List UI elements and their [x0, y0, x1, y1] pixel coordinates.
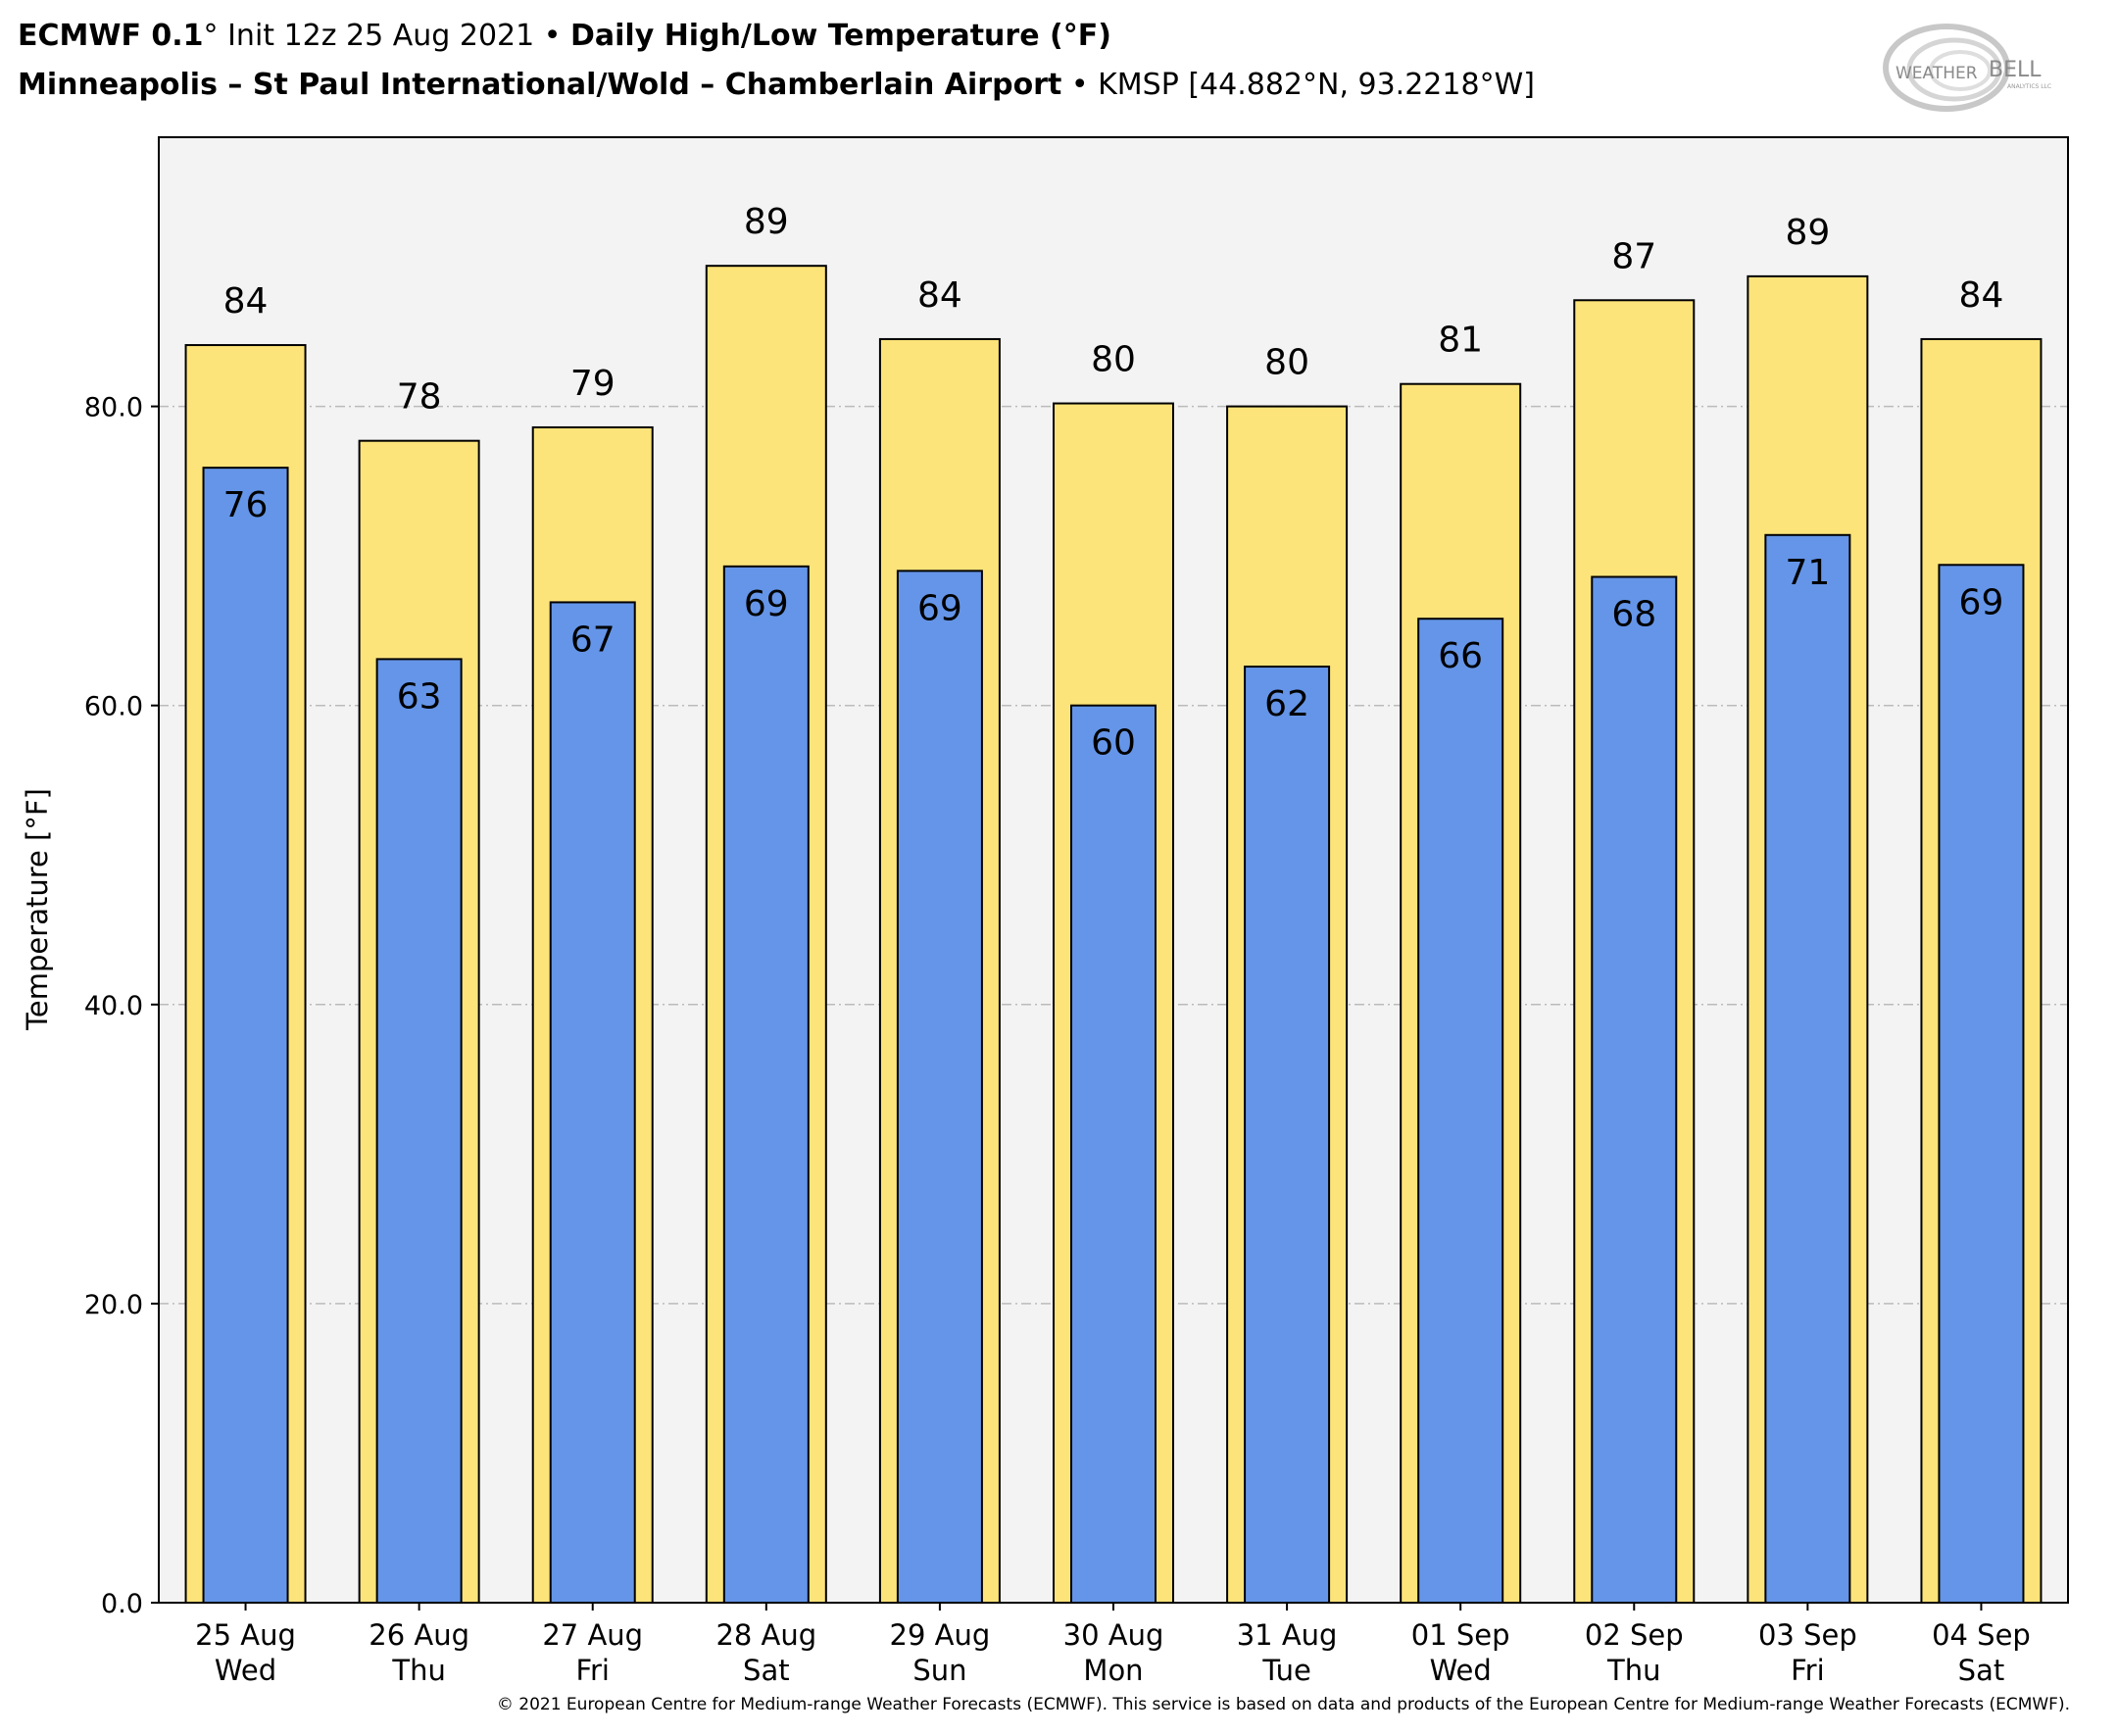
x-tick-label-day: Wed [1430, 1654, 1492, 1687]
weatherbell-logo: WEATHER BELL ANALYTICS LLC [1878, 14, 2074, 122]
low-value-label: 62 [1264, 684, 1309, 724]
x-tick-label-day: Mon [1083, 1654, 1143, 1687]
low-bar [1244, 666, 1331, 1604]
x-tick-label-date: 25 Aug [195, 1618, 296, 1652]
low-value-label: 66 [1438, 636, 1483, 676]
low-bar [375, 658, 463, 1604]
x-tick-label-date: 27 Aug [542, 1618, 643, 1652]
low-value-label: 69 [1959, 582, 2004, 622]
high-value-label: 78 [397, 377, 442, 418]
low-bar [202, 467, 289, 1605]
low-bar [549, 601, 636, 1604]
x-tick-label-day: Wed [215, 1654, 276, 1687]
x-tick-label-date: 30 Aug [1063, 1618, 1164, 1652]
header-line-2: Minneapolis – St Paul International/Wold… [18, 61, 1860, 110]
model-name: ECMWF 0.1 [18, 19, 204, 53]
header-line-1: ECMWF 0.1° Init 12z 25 Aug 2021 • Daily … [18, 12, 1860, 61]
low-value-label: 67 [570, 620, 615, 660]
x-tick-label-date: 28 Aug [715, 1618, 816, 1652]
high-value-label: 80 [1091, 340, 1136, 380]
low-bar [1070, 704, 1157, 1604]
x-tick-label-date: 04 Sep [1932, 1618, 2031, 1652]
x-tick-label-day: Tue [1261, 1654, 1311, 1687]
x-tick-label-day: Thu [391, 1654, 445, 1687]
x-tick-label-date: 29 Aug [890, 1618, 991, 1652]
low-value-label: 60 [1091, 723, 1136, 764]
high-value-label: 84 [1959, 275, 2004, 316]
low-bar [1938, 564, 2025, 1604]
x-tick-label-day: Sat [1958, 1654, 2005, 1687]
x-tick-label-date: 31 Aug [1237, 1618, 1338, 1652]
high-value-label: 87 [1611, 236, 1656, 276]
y-axis: 0.0 20.0 40.0 60.0 80.0 [84, 393, 159, 1619]
low-value-label: 69 [917, 588, 962, 628]
low-bar [722, 565, 810, 1604]
low-value-label: 69 [744, 584, 789, 624]
logo-text-weather: WEATHER [1895, 64, 1978, 83]
chart-title: Daily High/Low Temperature (°F) [569, 19, 1111, 53]
low-value-label: 63 [397, 676, 442, 717]
station-name: Minneapolis – St Paul International/Wold… [18, 68, 1062, 102]
low-value-label: 76 [223, 485, 269, 525]
logo-text-bell: BELL [1989, 58, 2042, 82]
low-value-label: 68 [1611, 595, 1656, 635]
copyright-footer: © 2021 European Centre for Medium-range … [496, 1695, 2070, 1714]
chart-header: ECMWF 0.1° Init 12z 25 Aug 2021 • Daily … [18, 12, 1860, 110]
high-value-label: 81 [1438, 321, 1483, 361]
x-tick-label-date: 26 Aug [369, 1618, 469, 1652]
high-value-label: 79 [570, 364, 615, 404]
init-time: Init 12z 25 Aug 2021 • [218, 19, 570, 53]
low-bar [896, 570, 983, 1604]
x-tick-label-date: 02 Sep [1585, 1618, 1684, 1652]
bars [184, 265, 2043, 1605]
value-labels: 84 76 78 63 79 67 89 69 84 69 80 60 80 62 81 66 87 68 89 71… [223, 202, 2004, 764]
logo-text-analytics: ANALYTICS LLC [2007, 83, 2051, 90]
low-bar [1591, 575, 1678, 1604]
x-tick-label-date: 01 Sep [1411, 1618, 1510, 1652]
y-tick-label: 80.0 [84, 393, 143, 423]
high-value-label: 89 [744, 202, 789, 242]
station-code: • KMSP [44.882°N, 93.2218°W] [1061, 68, 1535, 102]
y-tick-label: 40.0 [84, 991, 143, 1021]
high-value-label: 84 [917, 275, 962, 316]
low-value-label: 71 [1785, 553, 1830, 593]
y-tick-label: 0.0 [101, 1589, 143, 1619]
x-tick-label-day: Fri [575, 1654, 610, 1687]
y-axis-label: Temperature [°F] [21, 788, 54, 1031]
high-value-label: 84 [223, 281, 269, 322]
x-tick-label-day: Sat [743, 1654, 790, 1687]
high-value-label: 80 [1264, 343, 1309, 383]
high-value-label: 89 [1785, 213, 1830, 253]
y-tick-label: 60.0 [84, 692, 143, 722]
low-bar [1417, 618, 1504, 1604]
low-bar [1764, 533, 1851, 1604]
x-tick-label-day: Sun [912, 1654, 966, 1687]
y-tick-label: 20.0 [84, 1290, 143, 1320]
x-tick-label-date: 03 Sep [1758, 1618, 1857, 1652]
model-degree: ° [203, 19, 219, 53]
x-tick-label-day: Thu [1606, 1654, 1660, 1687]
x-tick-label-day: Fri [1791, 1654, 1825, 1687]
